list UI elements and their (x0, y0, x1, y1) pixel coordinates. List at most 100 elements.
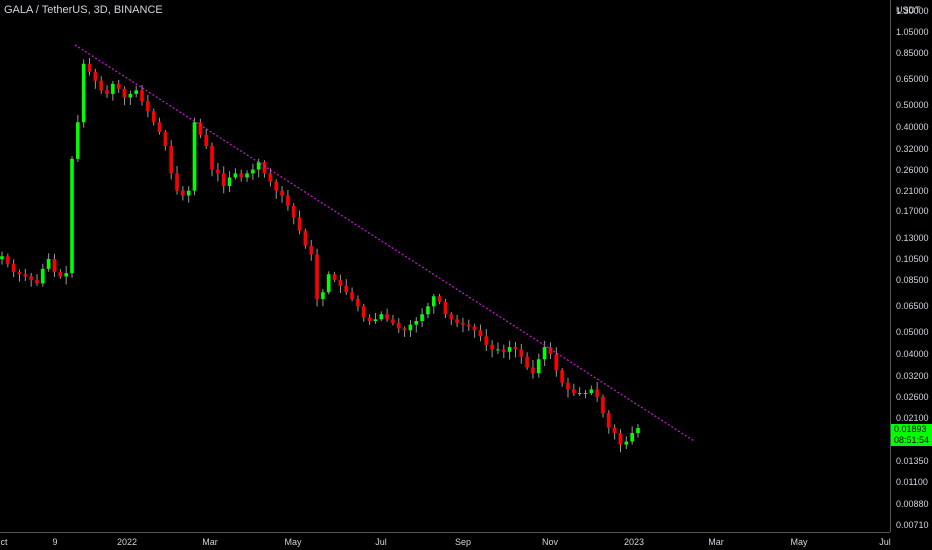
candlestick-plot[interactable] (0, 0, 890, 532)
candle-down[interactable] (548, 347, 553, 355)
candle-up[interactable] (186, 190, 191, 196)
candle-down[interactable] (268, 173, 273, 182)
time-axis[interactable] (0, 532, 890, 550)
candle-up[interactable] (426, 306, 430, 315)
candle-down[interactable] (566, 382, 570, 390)
candle-up[interactable] (321, 292, 325, 300)
candle-up[interactable] (70, 158, 74, 274)
candle-down[interactable] (356, 299, 360, 307)
candle-down[interactable] (99, 80, 104, 91)
candle-down[interactable] (385, 314, 389, 320)
candle-down[interactable] (140, 90, 144, 102)
candle-down[interactable] (437, 296, 442, 302)
candle-down[interactable] (315, 254, 319, 300)
candle-up[interactable] (542, 347, 547, 360)
candle-down[interactable] (280, 190, 284, 196)
candle-down[interactable] (501, 349, 506, 352)
candle-up[interactable] (227, 177, 232, 187)
candle-down[interactable] (519, 349, 524, 357)
candle-down[interactable] (525, 356, 529, 368)
candle-down[interactable] (472, 326, 477, 331)
candle-down[interactable] (402, 328, 407, 331)
candle-up[interactable] (326, 274, 331, 293)
candle-up[interactable] (245, 173, 249, 178)
candle-down[interactable] (169, 146, 174, 174)
candle-up[interactable] (414, 321, 419, 325)
candle-down[interactable] (198, 122, 203, 135)
candle-down[interactable] (262, 162, 267, 174)
candle-up[interactable] (111, 83, 115, 94)
candle-down[interactable] (554, 354, 559, 371)
candle-up[interactable] (624, 441, 629, 445)
candle-down[interactable] (216, 169, 220, 174)
candle-up[interactable] (256, 162, 261, 170)
candle-up[interactable] (630, 433, 634, 442)
candle-down[interactable] (151, 111, 156, 123)
candle-down[interactable] (87, 63, 92, 72)
candle-up[interactable] (536, 359, 541, 374)
candle-up[interactable] (507, 347, 512, 352)
candle-down[interactable] (332, 274, 337, 280)
candle-down[interactable] (122, 88, 127, 98)
candle-down[interactable] (513, 347, 518, 350)
price-axis[interactable]: 1.30000 1.05000 0.85000 0.65000 0.50000 0.400… (890, 0, 932, 532)
candle-down[interactable] (286, 195, 290, 206)
candle-down[interactable] (560, 370, 564, 383)
candle-up[interactable] (636, 428, 640, 434)
candle-up[interactable] (577, 393, 582, 395)
candle-down[interactable] (361, 306, 366, 318)
candle-down[interactable] (572, 389, 576, 394)
candle-down[interactable] (449, 314, 454, 320)
candle-down[interactable] (204, 134, 209, 147)
candle-down[interactable] (221, 173, 226, 187)
candle-up[interactable] (233, 173, 238, 178)
candle-down[interactable] (175, 173, 179, 191)
candle-up[interactable] (496, 349, 500, 351)
candle-up[interactable] (134, 90, 139, 94)
candle-down[interactable] (116, 83, 121, 89)
candle-up[interactable] (41, 268, 45, 284)
candle-down[interactable] (396, 322, 401, 329)
candle-down[interactable] (618, 433, 623, 445)
candle-up[interactable] (0, 256, 4, 260)
candle-down[interactable] (291, 205, 296, 218)
candle-down[interactable] (531, 367, 535, 374)
candle-down[interactable] (297, 217, 302, 231)
candle-up[interactable] (76, 122, 80, 159)
candle-up[interactable] (583, 393, 588, 395)
candle-up[interactable] (373, 319, 378, 322)
candle-down[interactable] (607, 413, 611, 428)
candle-down[interactable] (58, 272, 63, 277)
candle-down[interactable] (163, 132, 168, 147)
candle-up[interactable] (251, 169, 255, 174)
candle-down[interactable] (595, 389, 599, 397)
candle-down[interactable] (309, 245, 314, 255)
candle-down[interactable] (181, 190, 185, 196)
candle-down[interactable] (350, 292, 354, 300)
candle-down[interactable] (210, 146, 214, 170)
candle-down[interactable] (367, 317, 372, 322)
candle-down[interactable] (35, 279, 39, 284)
candle-down[interactable] (484, 336, 489, 345)
candle-down[interactable] (93, 71, 98, 81)
candle-down[interactable] (466, 324, 471, 327)
candle-down[interactable] (17, 272, 22, 275)
candle-down[interactable] (239, 173, 244, 178)
candle-up[interactable] (81, 63, 86, 123)
candle-down[interactable] (11, 263, 16, 273)
candle-down[interactable] (52, 259, 57, 273)
candle-down[interactable] (157, 122, 162, 133)
candle-up[interactable] (420, 314, 424, 322)
candle-down[interactable] (478, 330, 483, 337)
candle-down[interactable] (29, 276, 33, 280)
candle-up[interactable] (64, 273, 68, 277)
candle-up[interactable] (379, 314, 384, 320)
candle-down[interactable] (391, 319, 395, 323)
candle-down[interactable] (443, 301, 448, 315)
candle-down[interactable] (338, 279, 343, 286)
candle-up[interactable] (408, 324, 413, 331)
candle-down[interactable] (6, 256, 10, 264)
candle-down[interactable] (601, 396, 605, 414)
candle-down[interactable] (146, 101, 150, 112)
